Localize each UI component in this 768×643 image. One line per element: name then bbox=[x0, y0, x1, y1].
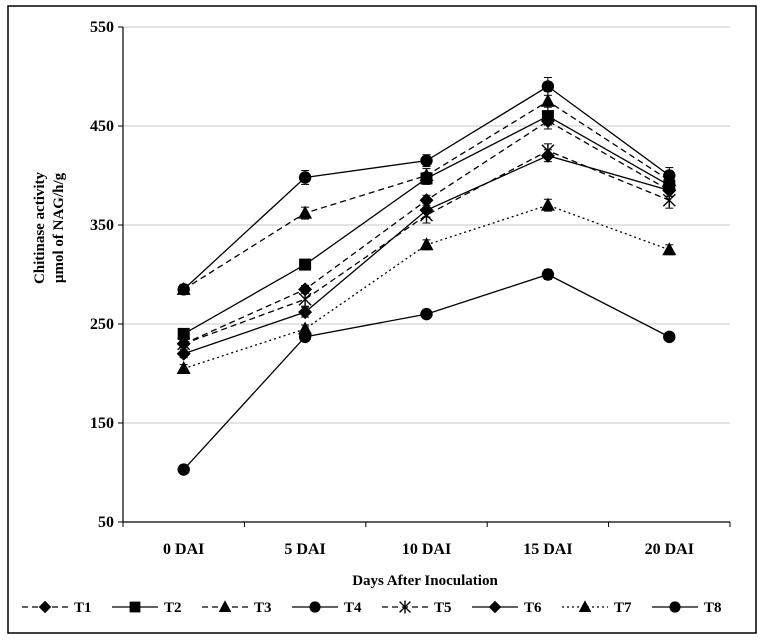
data-point bbox=[298, 282, 313, 297]
y-tick-labels: 50 150 250 350 450 550 bbox=[90, 19, 123, 531]
y-tick-label: 150 bbox=[90, 415, 114, 432]
legend-item-t7: T7 bbox=[562, 600, 632, 616]
legend-item-t2: T2 bbox=[112, 600, 182, 616]
y-tick-label: 50 bbox=[98, 514, 114, 531]
data-point bbox=[298, 305, 313, 320]
x-tick-labels: 0 DAI 5 DAI 10 DAI 15 DAI 20 DAI bbox=[122, 522, 731, 558]
data-point bbox=[176, 346, 191, 361]
legend-item-t6: T6 bbox=[472, 600, 542, 616]
data-point bbox=[419, 193, 434, 208]
legend-label: T1 bbox=[74, 600, 92, 616]
y-tick-label: 450 bbox=[90, 118, 114, 135]
data-point bbox=[298, 321, 313, 335]
data-point bbox=[420, 154, 433, 167]
legend-marker bbox=[218, 600, 232, 612]
data-point bbox=[419, 203, 434, 218]
series-t6 bbox=[176, 148, 677, 361]
x-axis-title: Days After Inoculation bbox=[352, 573, 498, 589]
data-point bbox=[662, 183, 677, 198]
legend-item-t4: T4 bbox=[292, 600, 362, 616]
legend-item-t3: T3 bbox=[202, 600, 272, 616]
legend-marker bbox=[488, 600, 502, 614]
data-point bbox=[419, 168, 434, 181]
data-point bbox=[177, 283, 190, 296]
data-point bbox=[663, 330, 676, 344]
x-tick-label: 5 DAI bbox=[284, 541, 325, 558]
legend-marker bbox=[38, 600, 52, 614]
figure-border bbox=[7, 5, 757, 634]
y-tick-label: 250 bbox=[90, 316, 114, 333]
legend-label: T2 bbox=[164, 600, 182, 616]
x-tick-label: 15 DAI bbox=[523, 541, 572, 558]
legend-item-t8: T8 bbox=[652, 600, 722, 616]
data-point bbox=[540, 148, 555, 163]
y-axis-title-line2: µmol of NAG/h/g bbox=[51, 172, 67, 283]
data-point bbox=[662, 242, 677, 256]
data-point bbox=[540, 93, 555, 107]
y-tick-label: 350 bbox=[90, 217, 114, 234]
x-tick-label: 0 DAI bbox=[163, 541, 204, 558]
legend-marker bbox=[669, 601, 681, 613]
data-point bbox=[177, 327, 190, 340]
data-series bbox=[176, 76, 677, 476]
legend-marker bbox=[309, 601, 321, 613]
series-t7 bbox=[176, 197, 677, 375]
data-point bbox=[298, 330, 312, 344]
legend-marker bbox=[578, 600, 592, 612]
data-point bbox=[541, 80, 555, 93]
grid-lines bbox=[123, 26, 730, 424]
data-point bbox=[541, 110, 554, 123]
legend-item-t1: T1 bbox=[22, 600, 92, 616]
legend-label: T5 bbox=[434, 600, 452, 616]
data-point bbox=[177, 463, 190, 476]
legend-label: T6 bbox=[524, 600, 542, 616]
data-point bbox=[176, 361, 191, 375]
legend-label: T3 bbox=[254, 600, 272, 616]
legend-marker bbox=[399, 600, 411, 614]
series-t8 bbox=[177, 268, 676, 476]
data-point bbox=[420, 307, 433, 321]
legend-label: T7 bbox=[614, 600, 632, 616]
data-point bbox=[298, 171, 312, 184]
x-tick-label: 20 DAI bbox=[645, 541, 694, 558]
data-point bbox=[663, 169, 676, 182]
legend-item-t5: T5 bbox=[382, 600, 452, 616]
legend-marker bbox=[129, 601, 141, 613]
data-point bbox=[298, 205, 313, 219]
x-tick-label: 10 DAI bbox=[402, 541, 451, 558]
legend-label: T8 bbox=[704, 600, 722, 616]
legend-label: T4 bbox=[344, 600, 362, 616]
data-point bbox=[298, 292, 312, 307]
series-t4 bbox=[177, 76, 676, 296]
y-axis-title-line1: Chitinase activity bbox=[32, 171, 48, 284]
data-point bbox=[541, 268, 555, 281]
data-point bbox=[540, 197, 555, 211]
data-point bbox=[419, 237, 434, 251]
y-tick-label: 550 bbox=[90, 19, 114, 36]
legend: T1 T2 T3 T4 T5 T6 T7 T8 bbox=[22, 600, 722, 616]
data-point bbox=[299, 258, 312, 271]
